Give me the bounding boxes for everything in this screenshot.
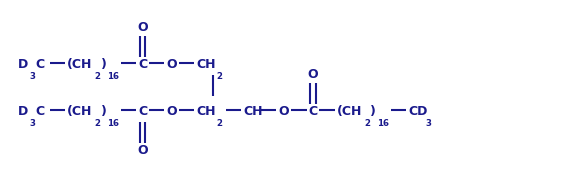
Text: C: C (309, 105, 318, 117)
Text: (CH: (CH (337, 105, 362, 117)
Text: CH: CH (243, 105, 263, 117)
Text: 2: 2 (95, 72, 101, 81)
Text: ): ) (101, 58, 106, 71)
Text: 16: 16 (107, 72, 119, 81)
Text: CH: CH (197, 105, 216, 117)
Text: ): ) (370, 105, 376, 117)
Text: D: D (18, 105, 29, 117)
Text: 3: 3 (29, 72, 35, 81)
Text: CH: CH (197, 58, 216, 71)
Text: 2: 2 (95, 119, 101, 127)
Text: (CH: (CH (67, 105, 92, 117)
Text: O: O (278, 105, 289, 117)
Text: O: O (137, 21, 148, 34)
Text: 16: 16 (107, 119, 119, 127)
Text: CD: CD (408, 105, 428, 117)
Text: O: O (308, 68, 318, 81)
Text: C: C (36, 105, 45, 117)
Text: O: O (137, 144, 148, 157)
Text: C: C (36, 58, 45, 71)
Text: C: C (139, 58, 147, 71)
Text: (CH: (CH (67, 58, 92, 71)
Text: O: O (167, 58, 177, 71)
Text: 3: 3 (425, 119, 432, 127)
Text: 2: 2 (216, 72, 222, 81)
Text: 2: 2 (364, 119, 370, 127)
Text: D: D (18, 58, 29, 71)
Text: ): ) (101, 105, 106, 117)
Text: O: O (167, 105, 177, 117)
Text: C: C (139, 105, 147, 117)
Text: 2: 2 (216, 119, 222, 127)
Text: 16: 16 (377, 119, 388, 127)
Text: 3: 3 (29, 119, 35, 127)
